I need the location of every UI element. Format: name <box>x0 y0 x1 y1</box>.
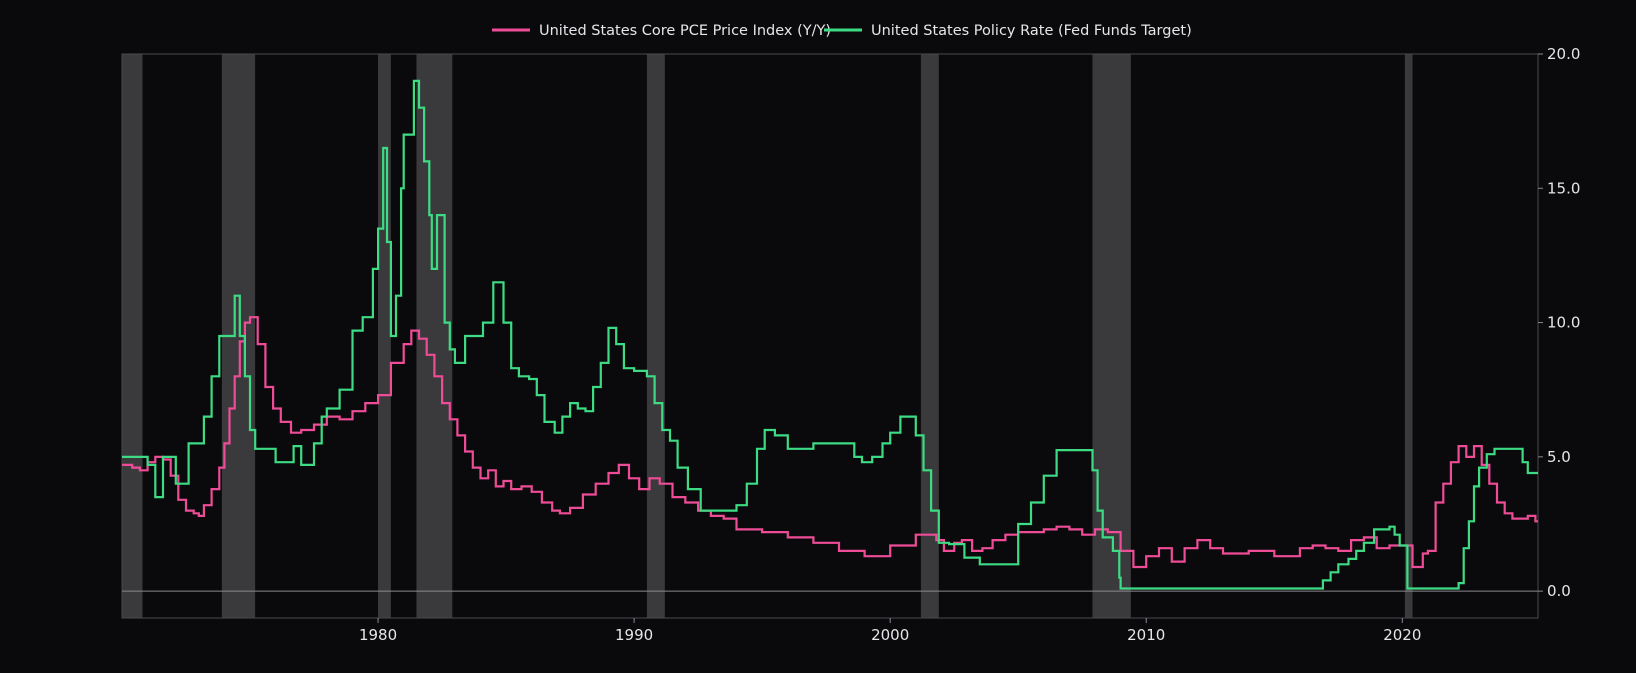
recession-band <box>920 54 939 618</box>
legend-label: United States Policy Rate (Fed Funds Tar… <box>871 23 1192 39</box>
y-tick-label: 15.0 <box>1547 179 1580 197</box>
series-layer <box>122 79 1538 590</box>
x-tick-label: 2020 <box>1383 626 1421 644</box>
recession-band <box>646 54 665 618</box>
recession-band <box>1404 54 1413 618</box>
recession-band <box>122 54 143 618</box>
fed-funds-line[interactable] <box>122 79 1538 590</box>
recession-band <box>378 54 391 618</box>
legend-label: United States Core PCE Price Index (Y/Y) <box>539 23 831 39</box>
recession-band <box>1092 54 1131 618</box>
y-tick-label: 0.0 <box>1547 582 1571 600</box>
x-tick-label: 2010 <box>1127 626 1165 644</box>
x-tick-label: 2000 <box>871 626 909 644</box>
legend-item-fed-funds[interactable]: United States Policy Rate (Fed Funds Tar… <box>824 23 1192 39</box>
x-tick-label: 1980 <box>359 626 397 644</box>
legend[interactable]: United States Core PCE Price Index (Y/Y)… <box>492 23 1192 39</box>
recession-band <box>416 54 453 618</box>
plot-frame <box>121 53 1539 619</box>
y-tick-label: 20.0 <box>1547 45 1580 63</box>
y-tick-label: 5.0 <box>1547 448 1571 466</box>
core-pce-line[interactable] <box>122 316 1538 569</box>
axis-layer: 1980 1990 2000 2010 2020 0.0 5.0 10.0 15.0 20.0 <box>359 45 1580 644</box>
x-tick-label: 1990 <box>615 626 653 644</box>
y-tick-label: 10.0 <box>1547 314 1580 332</box>
legend-item-core-pce[interactable]: United States Core PCE Price Index (Y/Y) <box>492 23 831 39</box>
